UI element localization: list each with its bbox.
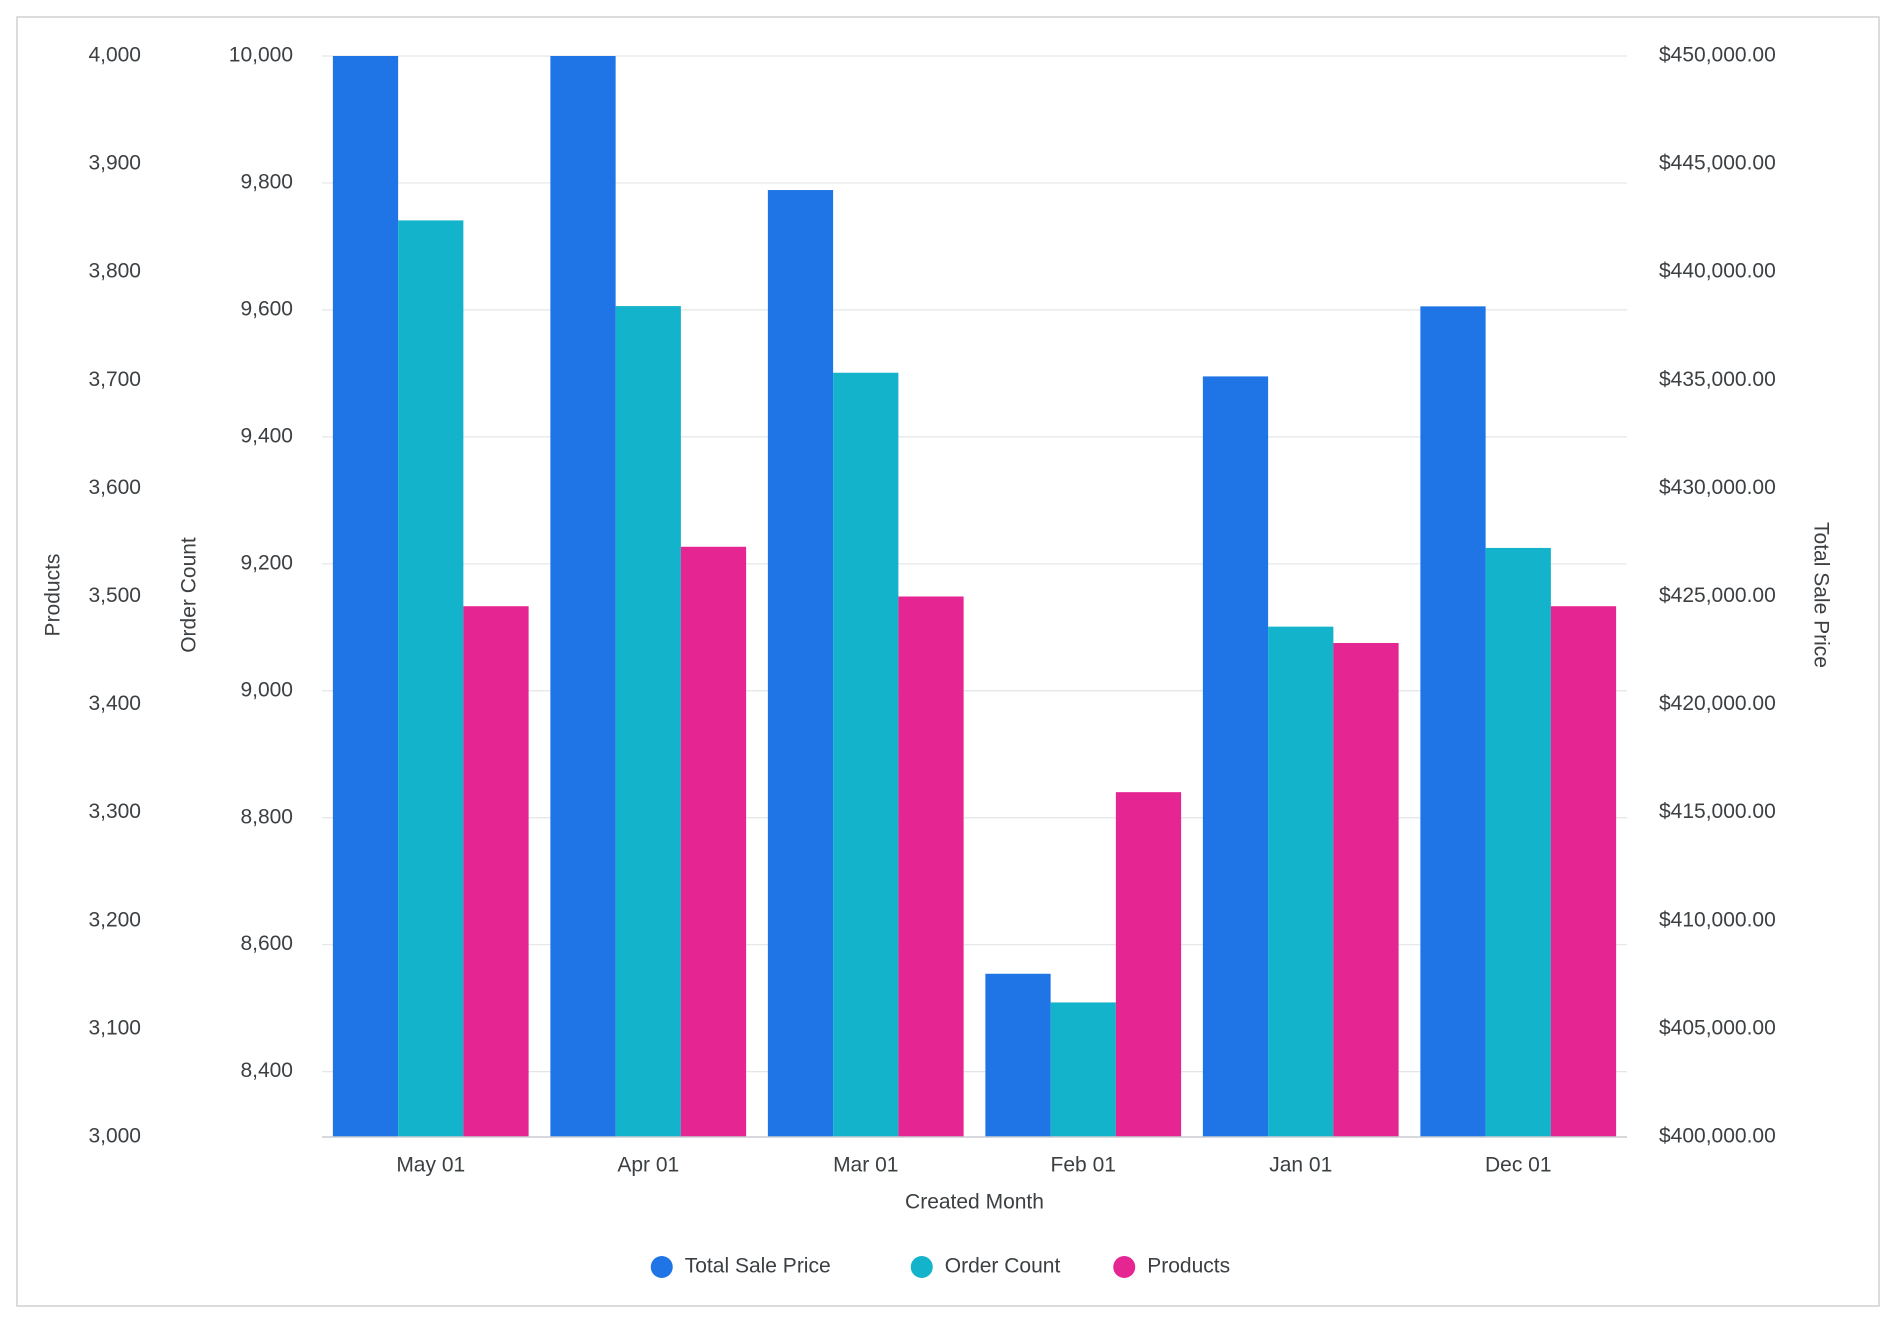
- y3-tick-label: 4,000: [88, 44, 141, 67]
- bar: [332, 56, 399, 1137]
- legend-marker: [650, 1256, 673, 1278]
- y-tick-label: 9,400: [240, 424, 293, 447]
- bar: [1550, 606, 1617, 1137]
- bar: [1420, 306, 1486, 1137]
- bar: [1202, 376, 1269, 1137]
- y2-axis-title: Total Sale Price: [1809, 522, 1832, 668]
- y-axis-title: Order Count: [178, 537, 201, 653]
- y2-tick-label: $400,000.00: [1659, 1125, 1776, 1148]
- bar: [1115, 792, 1182, 1137]
- y3-tick-label: 3,400: [88, 692, 141, 715]
- y2-tick-label: $445,000.00: [1659, 152, 1776, 175]
- y2-tick-label: $410,000.00: [1659, 908, 1776, 931]
- bar: [767, 190, 834, 1137]
- y2-tick-label: $405,000.00: [1659, 1016, 1776, 1039]
- bar: [1333, 642, 1399, 1137]
- legend-marker: [910, 1256, 933, 1278]
- y3-tick-label: 3,000: [88, 1125, 141, 1148]
- y3-tick-label: 3,200: [88, 908, 141, 931]
- y-tick-label: 10,000: [229, 44, 293, 67]
- bar: [898, 596, 964, 1137]
- x-tick-label: May 01: [396, 1154, 465, 1177]
- y-tick-label: 9,000: [240, 678, 293, 701]
- x-axis-title: Created Month: [905, 1191, 1044, 1214]
- bar: [680, 546, 747, 1137]
- y3-tick-label: 3,900: [88, 152, 141, 175]
- bar: [1485, 547, 1551, 1137]
- bar: [615, 306, 681, 1137]
- bar: [833, 372, 899, 1137]
- bar: [463, 606, 529, 1137]
- y2-tick-label: $440,000.00: [1659, 260, 1776, 283]
- y2-tick-label: $435,000.00: [1659, 368, 1776, 391]
- x-tick-label: Feb 01: [1051, 1154, 1116, 1177]
- x-tick-label: Apr 01: [617, 1154, 679, 1177]
- bar: [1050, 1002, 1116, 1137]
- bar: [398, 220, 464, 1137]
- y2-tick-label: $420,000.00: [1659, 692, 1776, 715]
- x-tick-label: Dec 01: [1485, 1154, 1552, 1177]
- legend-marker: [1113, 1256, 1136, 1278]
- y3-tick-label: 3,500: [88, 584, 141, 607]
- legend-label: Order Count: [945, 1255, 1061, 1278]
- y-tick-label: 9,200: [240, 551, 293, 574]
- legend-label: Products: [1147, 1255, 1230, 1278]
- y-tick-label: 9,800: [240, 170, 293, 193]
- bar: [550, 56, 616, 1137]
- y-tick-label: 9,600: [240, 297, 293, 320]
- y2-tick-label: $425,000.00: [1659, 584, 1776, 607]
- x-tick-label: Jan 01: [1269, 1154, 1332, 1177]
- bar: [985, 973, 1051, 1137]
- y3-tick-label: 3,100: [88, 1016, 141, 1039]
- bar: [1268, 626, 1334, 1137]
- legend-label: Total Sale Price: [685, 1255, 831, 1278]
- y-tick-label: 8,600: [240, 932, 293, 955]
- y3-tick-label: 3,600: [88, 476, 141, 499]
- y3-axis-title: Products: [42, 554, 65, 637]
- y-tick-label: 8,400: [240, 1059, 293, 1082]
- y2-tick-label: $415,000.00: [1659, 800, 1776, 823]
- x-tick-label: Mar 01: [833, 1154, 898, 1177]
- y-tick-label: 8,800: [240, 805, 293, 828]
- y2-tick-label: $450,000.00: [1659, 44, 1776, 67]
- y3-tick-label: 3,800: [88, 260, 141, 283]
- y2-tick-label: $430,000.00: [1659, 476, 1776, 499]
- y3-tick-label: 3,700: [88, 368, 141, 391]
- y3-tick-label: 3,300: [88, 800, 141, 823]
